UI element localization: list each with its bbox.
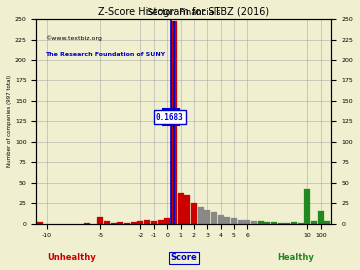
Bar [324,221,330,224]
Text: Healthy: Healthy [278,254,315,262]
Bar [104,221,110,224]
Text: ©www.textbiz.org: ©www.textbiz.org [45,35,102,41]
Bar [244,220,250,224]
Bar [84,223,90,224]
Bar [238,220,244,224]
Bar [164,218,170,224]
Bar [264,222,270,224]
Bar [184,195,190,224]
Y-axis label: Number of companies (997 total): Number of companies (997 total) [7,75,12,167]
Bar [291,222,297,224]
Bar [158,220,163,224]
Bar [151,221,157,224]
Bar [98,217,103,224]
Bar [211,212,217,224]
Bar [198,207,204,224]
Bar [171,21,177,224]
Bar [217,215,224,224]
Bar [271,222,277,224]
Bar [204,210,210,224]
Bar [131,222,137,224]
Bar [284,223,291,224]
Text: Sector: Financials: Sector: Financials [147,8,221,17]
Text: Unhealthy: Unhealthy [48,254,96,262]
Bar [231,218,237,224]
Bar [311,221,317,224]
Text: Score: Score [171,254,197,262]
Bar [124,223,130,224]
Bar [251,221,257,224]
Bar [117,222,123,224]
Bar [177,193,184,224]
Text: 0.1683: 0.1683 [156,113,184,122]
Bar [191,203,197,224]
Bar [278,223,284,224]
Bar [111,223,117,224]
Bar [318,211,324,224]
Bar [224,217,230,224]
Title: Z-Score Histogram for STBZ (2016): Z-Score Histogram for STBZ (2016) [98,7,269,17]
Bar [173,21,175,224]
Bar [305,189,310,224]
Bar [144,220,150,224]
Bar [138,221,144,224]
Bar [37,222,43,224]
Bar [298,223,304,224]
Bar [258,221,264,224]
Text: The Research Foundation of SUNY: The Research Foundation of SUNY [45,52,166,57]
